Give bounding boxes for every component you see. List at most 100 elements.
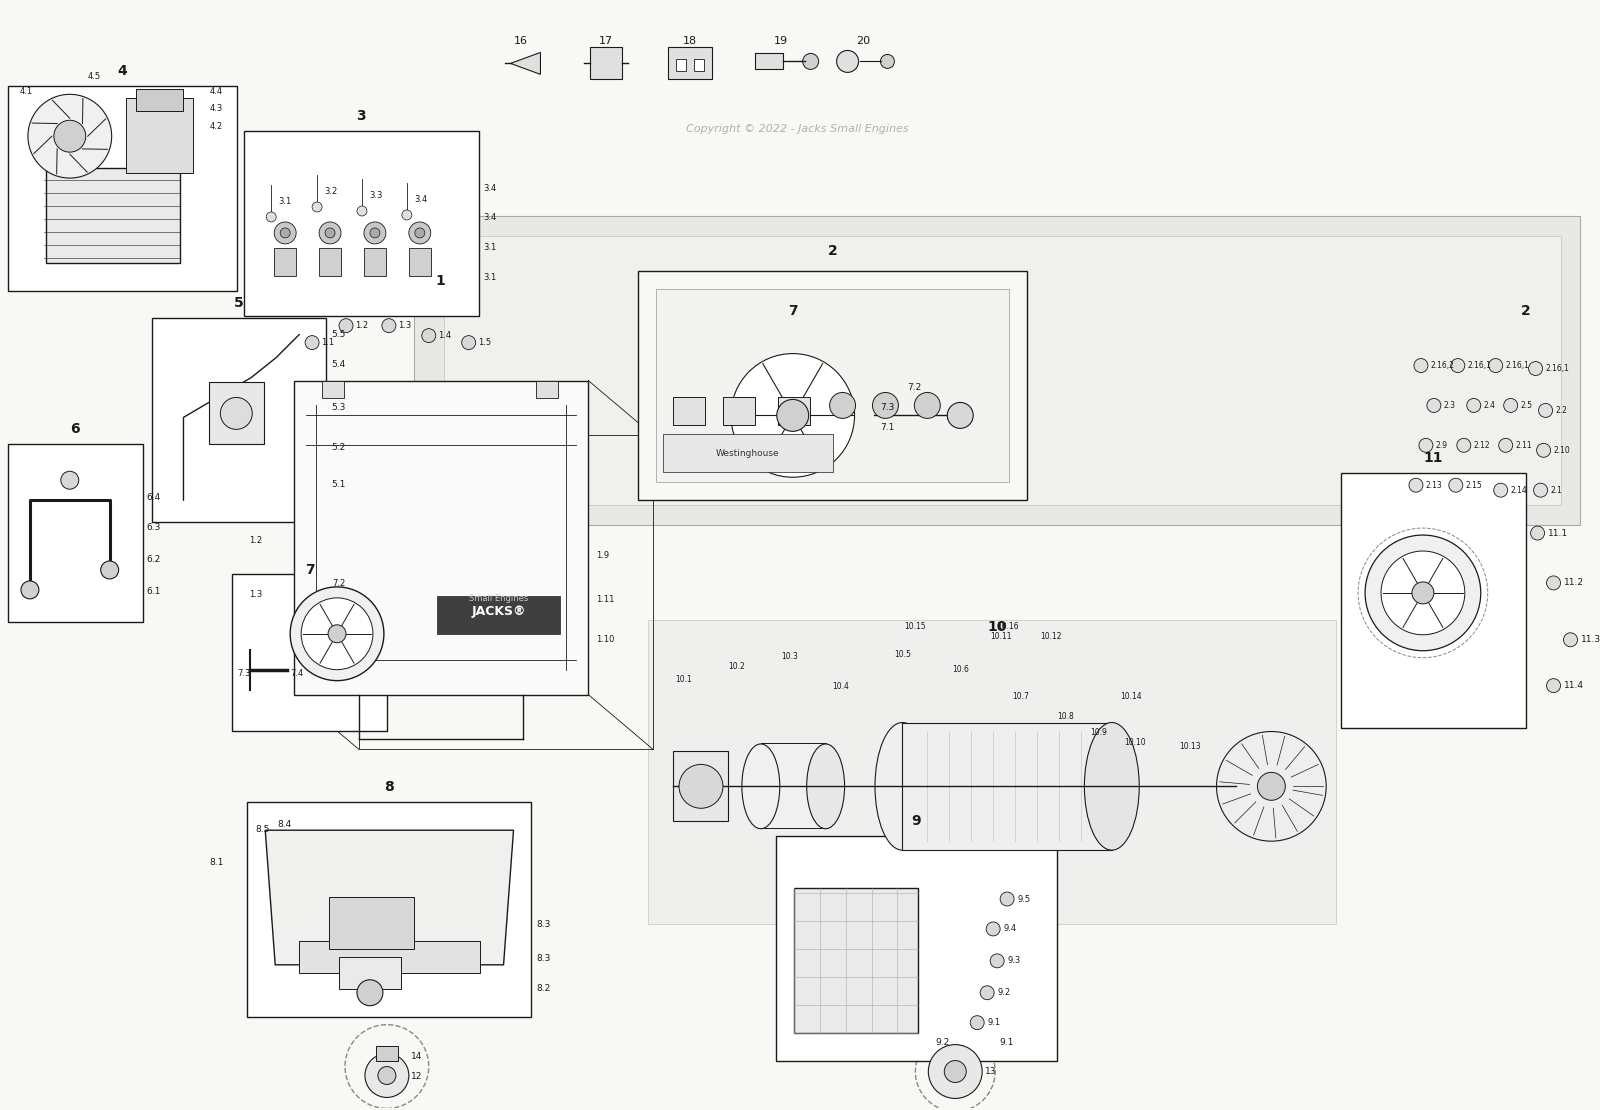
Ellipse shape — [742, 744, 779, 829]
Text: 3.3: 3.3 — [370, 191, 382, 200]
Circle shape — [981, 986, 994, 1000]
Circle shape — [1216, 731, 1326, 841]
Bar — [8, 444, 142, 622]
Circle shape — [947, 403, 973, 428]
Circle shape — [221, 397, 253, 430]
Text: 9.5: 9.5 — [1018, 895, 1030, 904]
Text: 3.4: 3.4 — [414, 194, 427, 203]
Text: Westinghouse: Westinghouse — [717, 448, 779, 457]
Text: 4.3: 4.3 — [210, 103, 222, 113]
Ellipse shape — [806, 744, 845, 829]
Bar — [294, 381, 589, 695]
Bar — [536, 381, 558, 398]
Bar — [902, 723, 1112, 850]
Circle shape — [776, 400, 808, 432]
Circle shape — [803, 53, 819, 70]
Circle shape — [1410, 478, 1422, 492]
Circle shape — [27, 94, 112, 178]
Circle shape — [1528, 362, 1542, 375]
Circle shape — [382, 319, 395, 333]
Text: 7: 7 — [787, 304, 797, 317]
Bar — [136, 89, 184, 111]
Text: 10.11: 10.11 — [990, 633, 1011, 642]
Text: 5.2: 5.2 — [331, 443, 346, 452]
Circle shape — [880, 54, 894, 69]
Circle shape — [1547, 576, 1560, 589]
Text: 12: 12 — [411, 1072, 422, 1081]
Circle shape — [325, 228, 334, 238]
Text: 10.4: 10.4 — [832, 683, 850, 692]
Circle shape — [1450, 478, 1462, 492]
Bar — [8, 87, 237, 291]
Text: 10.6: 10.6 — [952, 665, 970, 674]
Text: 2.12: 2.12 — [1474, 441, 1490, 450]
Bar — [437, 596, 560, 634]
Text: 2.9: 2.9 — [1435, 441, 1448, 450]
Text: 3.1: 3.1 — [483, 273, 498, 282]
Circle shape — [1499, 438, 1512, 452]
Circle shape — [357, 980, 382, 1006]
Text: 2.11: 2.11 — [1515, 441, 1533, 450]
Circle shape — [731, 354, 854, 477]
Bar — [762, 744, 826, 828]
Text: 9.1: 9.1 — [987, 1018, 1000, 1027]
Text: 4.4: 4.4 — [210, 87, 222, 95]
Text: 2.16,1: 2.16,1 — [1467, 361, 1491, 370]
Circle shape — [402, 210, 411, 220]
Circle shape — [1563, 633, 1578, 647]
Text: 1.5: 1.5 — [478, 339, 491, 347]
Text: 3.1: 3.1 — [483, 243, 498, 252]
Text: JACKS®: JACKS® — [472, 605, 526, 618]
Circle shape — [1467, 398, 1480, 413]
Text: 8.4: 8.4 — [277, 819, 291, 829]
Polygon shape — [510, 52, 541, 74]
Text: 2: 2 — [1520, 304, 1531, 317]
Bar — [410, 248, 430, 275]
Text: 18: 18 — [683, 37, 698, 47]
Polygon shape — [414, 216, 1581, 525]
Bar — [152, 317, 326, 522]
Text: 8.2: 8.2 — [536, 985, 550, 993]
Text: 2.1: 2.1 — [1550, 486, 1563, 495]
Text: 19: 19 — [774, 37, 787, 47]
Text: 14: 14 — [411, 1052, 422, 1061]
Bar — [232, 574, 387, 731]
Text: 4.1: 4.1 — [19, 87, 34, 95]
Text: Small Engines: Small Engines — [469, 594, 528, 604]
Circle shape — [312, 202, 322, 212]
Circle shape — [1000, 892, 1014, 906]
Circle shape — [414, 228, 424, 238]
Text: 10.16: 10.16 — [997, 623, 1019, 632]
Text: 3: 3 — [357, 109, 366, 123]
Text: 9.3: 9.3 — [1006, 957, 1021, 966]
Bar — [778, 397, 810, 425]
Polygon shape — [648, 619, 1336, 924]
Text: 2.14: 2.14 — [1510, 486, 1528, 495]
Text: 10.5: 10.5 — [894, 650, 912, 659]
Circle shape — [1547, 678, 1560, 693]
Bar — [1341, 473, 1526, 727]
Text: 7.3: 7.3 — [237, 669, 251, 678]
Text: 1.2: 1.2 — [355, 321, 368, 330]
Bar — [46, 168, 181, 263]
Circle shape — [266, 212, 277, 222]
Circle shape — [1365, 535, 1480, 650]
Circle shape — [54, 120, 86, 152]
Circle shape — [1494, 483, 1507, 497]
Text: 10.12: 10.12 — [1040, 633, 1061, 642]
Circle shape — [830, 393, 856, 418]
Text: 6.3: 6.3 — [147, 523, 162, 532]
Bar — [677, 60, 686, 71]
Circle shape — [1488, 359, 1502, 373]
Text: 11.1: 11.1 — [1547, 528, 1568, 537]
Circle shape — [318, 222, 341, 244]
Text: 10.1: 10.1 — [675, 675, 691, 684]
Bar — [322, 381, 344, 398]
Circle shape — [1427, 398, 1442, 413]
Circle shape — [365, 1053, 410, 1098]
Bar — [299, 941, 480, 972]
Circle shape — [1411, 582, 1434, 604]
Text: 1.11: 1.11 — [597, 595, 614, 604]
Text: 6.4: 6.4 — [147, 493, 162, 502]
Text: 2: 2 — [827, 244, 837, 258]
